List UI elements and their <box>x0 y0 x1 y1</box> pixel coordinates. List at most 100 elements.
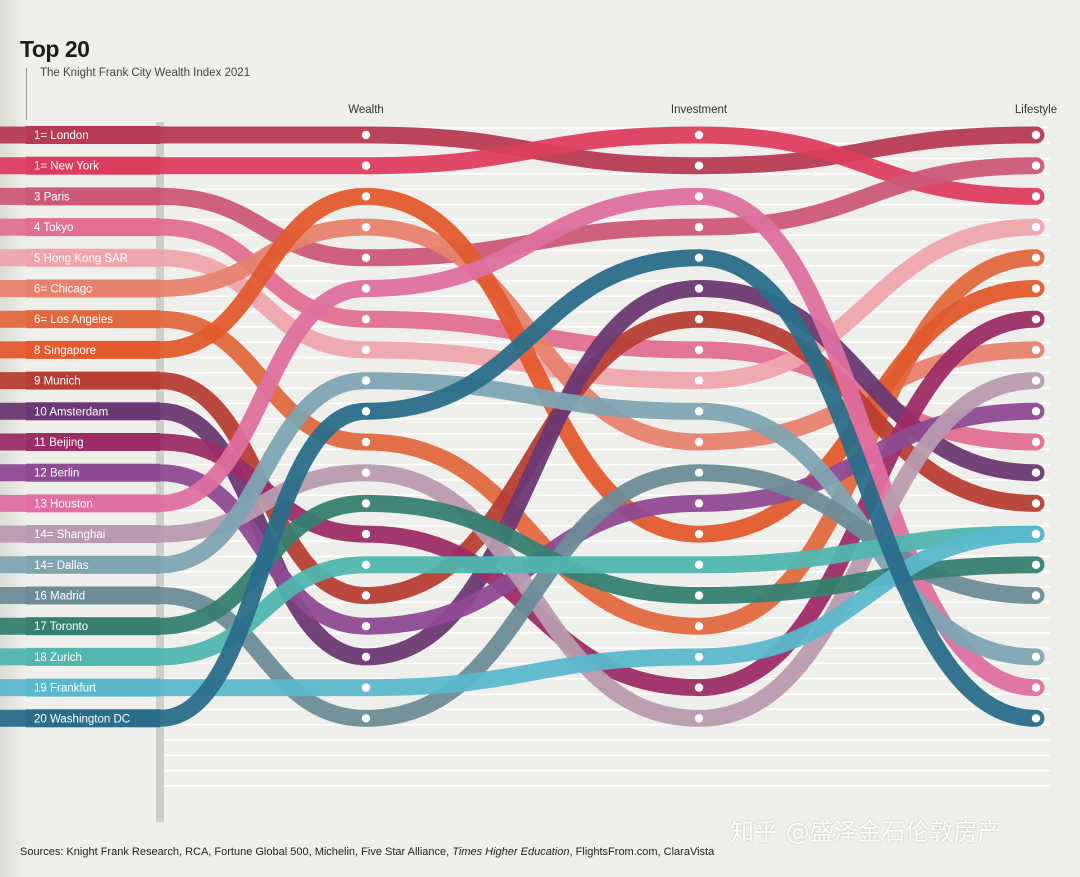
rank-dot <box>361 499 371 508</box>
series-line-madrid <box>0 464 1045 727</box>
city-label: 10 Amsterdam <box>34 406 108 418</box>
city-label-bg <box>26 340 160 359</box>
rank-dot <box>361 714 371 723</box>
rank-dot <box>1031 529 1041 539</box>
city-label: 5 Hong Kong SAR <box>34 253 128 265</box>
sources-note: Sources: Knight Frank Research, RCA, For… <box>20 846 714 858</box>
sources-italic: Times Higher Education <box>452 846 570 858</box>
rank-dot <box>361 622 371 631</box>
city-labels: 1= London 1= New York 3 Paris 4 Tokyo 5 Hong… <box>26 126 160 728</box>
city-label: 1= London <box>34 130 89 142</box>
column-header-wealth: Wealth <box>348 104 384 116</box>
rank-dot <box>694 161 704 170</box>
city-label-bg <box>26 371 160 390</box>
series-line-zurich <box>0 525 1045 666</box>
chart-subtitle: The Knight Frank City Wealth Index 2021 <box>40 67 251 79</box>
series-line-washington-dc <box>0 249 1045 727</box>
column-header-lifestyle: Lifestyle <box>1015 104 1057 116</box>
rank-dot <box>1031 161 1041 170</box>
rank-dot <box>694 130 704 140</box>
city-label-bg <box>26 248 160 267</box>
city-label: 4 Tokyo <box>34 222 73 234</box>
city-label: 11 Beijing <box>34 437 84 449</box>
city-label: 6= Los Angeles <box>34 314 113 326</box>
rank-dot <box>694 714 704 723</box>
rank-dot <box>694 253 704 262</box>
rank-dot <box>361 192 371 201</box>
chart-title: Top 20 <box>20 36 90 62</box>
rank-dot <box>1031 407 1041 416</box>
rank-dot <box>361 253 371 262</box>
rank-dot <box>694 560 704 569</box>
column-headers: Wealth Investment Lifestyle <box>348 104 1057 116</box>
city-label-bg <box>26 586 160 605</box>
rank-dot <box>361 529 371 539</box>
rank-dot <box>694 407 704 416</box>
rank-dot <box>694 345 704 355</box>
rank-dot <box>694 468 704 477</box>
rank-dot <box>361 683 371 692</box>
city-label: 12 Berlin <box>34 468 79 480</box>
city-label: 6= Chicago <box>34 284 93 296</box>
rank-dot <box>1031 683 1041 692</box>
city-label-bg <box>26 187 160 206</box>
city-label: 9 Munich <box>34 376 81 388</box>
rank-dot <box>1031 130 1041 140</box>
rank-dot <box>361 437 371 447</box>
rank-dot <box>1031 222 1041 232</box>
city-label-bg <box>26 617 160 636</box>
city-label-bg <box>26 678 160 697</box>
rank-dot <box>361 468 371 477</box>
rank-dot <box>1031 315 1041 324</box>
city-label-bg <box>26 494 160 513</box>
sources-prefix: Sources: Knight Frank Research, RCA, For… <box>20 846 453 858</box>
sources-suffix: , FlightsFrom.com, ClaraVista <box>569 846 715 858</box>
rank-dot <box>361 284 371 293</box>
rank-dot <box>361 130 371 140</box>
rank-dot <box>1031 284 1041 293</box>
city-label: 19 Frankfurt <box>34 683 97 695</box>
city-label: 20 Washington DC <box>34 713 130 725</box>
rank-dot <box>694 192 704 201</box>
city-label-bg <box>26 555 160 574</box>
rank-dot <box>694 652 704 662</box>
city-label: 8 Singapore <box>34 345 96 357</box>
rank-dot <box>361 161 371 170</box>
rank-dot <box>1031 253 1041 262</box>
rank-dot <box>1031 591 1041 600</box>
city-label-bg <box>26 433 160 451</box>
rank-dot <box>694 529 704 539</box>
rank-dot <box>361 376 371 385</box>
watermark: 知乎 @盛泽金石伦敦房产 <box>730 818 1002 846</box>
rank-dot <box>361 315 371 324</box>
city-label: 1= New York <box>34 161 99 173</box>
city-label-bg <box>26 647 160 666</box>
city-label-bg <box>26 709 160 728</box>
city-label-bg <box>26 156 160 175</box>
rank-dot <box>361 407 371 416</box>
city-label: 14= Shanghai <box>34 529 105 541</box>
city-label: 16 Madrid <box>34 591 85 603</box>
series-line-new-york <box>0 126 1045 205</box>
series-line-frankfurt <box>0 525 1045 697</box>
rank-dot <box>694 376 704 385</box>
rank-dot <box>361 591 371 600</box>
rank-dot <box>361 345 371 355</box>
rank-dot <box>694 499 704 508</box>
rank-dot <box>1031 652 1041 662</box>
series-line-london <box>0 126 1045 175</box>
series-line-dallas <box>0 372 1045 666</box>
city-label-bg <box>26 525 160 544</box>
rank-dot <box>1031 376 1041 385</box>
rank-dot <box>1031 345 1041 355</box>
rank-dot <box>694 222 704 232</box>
city-label: 14= Dallas <box>34 560 89 572</box>
rank-dot <box>1031 437 1041 447</box>
city-label-bg <box>26 279 160 298</box>
rank-dot <box>694 591 704 600</box>
city-label-bg <box>26 310 160 329</box>
rank-dot <box>361 222 371 232</box>
rank-dot <box>694 284 704 293</box>
rank-dots <box>361 130 1041 723</box>
